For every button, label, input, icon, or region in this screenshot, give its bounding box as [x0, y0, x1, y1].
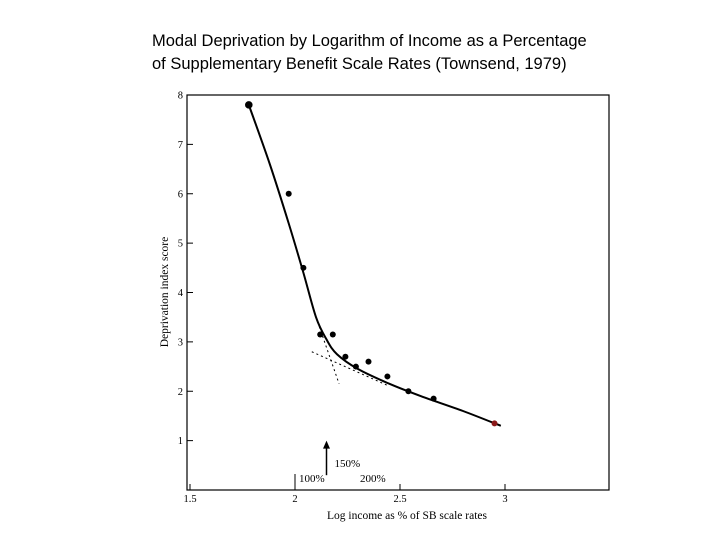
x-tick-label: 3 [502, 494, 507, 505]
y-tick-label: 8 [178, 91, 183, 102]
chart-title: Modal Deprivation by Logarithm of Income… [152, 30, 692, 76]
data-point [300, 264, 307, 271]
y-tick-label: 1 [178, 436, 183, 447]
dashed-guide-line [311, 351, 390, 387]
y-tick-label: 6 [178, 189, 183, 200]
plot-frame [186, 94, 610, 491]
fitted-curve [247, 104, 502, 427]
data-points [245, 101, 498, 427]
chart-title-line-1: Modal Deprivation by Logarithm of Income… [152, 32, 587, 50]
data-point [405, 388, 412, 395]
y-axis: 1 2 3 4 5 6 7 8 [178, 91, 193, 447]
x-axis-label: Log income as % of SB scale rates [327, 510, 488, 522]
x-tick-label: 2.5 [393, 494, 406, 505]
y-axis-label: Deprivation index score [159, 237, 171, 348]
arrow-150-head [323, 440, 330, 449]
chart-title-line-2: of Supplementary Benefit Scale Rates (To… [152, 55, 567, 73]
data-point [285, 190, 292, 197]
data-point [352, 363, 359, 370]
data-point [384, 373, 391, 380]
data-point [430, 395, 437, 402]
data-point [245, 101, 253, 109]
y-tick-label: 2 [178, 387, 183, 398]
annotations: 150% 100% 200% [294, 440, 386, 490]
data-point [317, 331, 324, 338]
data-point [329, 331, 336, 338]
data-point [342, 353, 349, 360]
data-point [365, 358, 372, 365]
y-tick-label: 3 [178, 337, 183, 348]
x-axis: 1.5 2 2.5 3 [183, 484, 508, 505]
arrow-150-label: 150% [335, 458, 361, 470]
data-point [491, 420, 498, 427]
x-tick-label: 1.5 [183, 494, 196, 505]
x-tick-label: 2 [292, 494, 297, 505]
ref-100-label: 100% [299, 473, 325, 485]
ref-200-label: 200% [360, 473, 386, 485]
y-tick-label: 5 [178, 239, 183, 250]
y-tick-label: 4 [178, 288, 184, 299]
dashed-guides [311, 317, 390, 387]
y-tick-label: 7 [178, 140, 183, 151]
